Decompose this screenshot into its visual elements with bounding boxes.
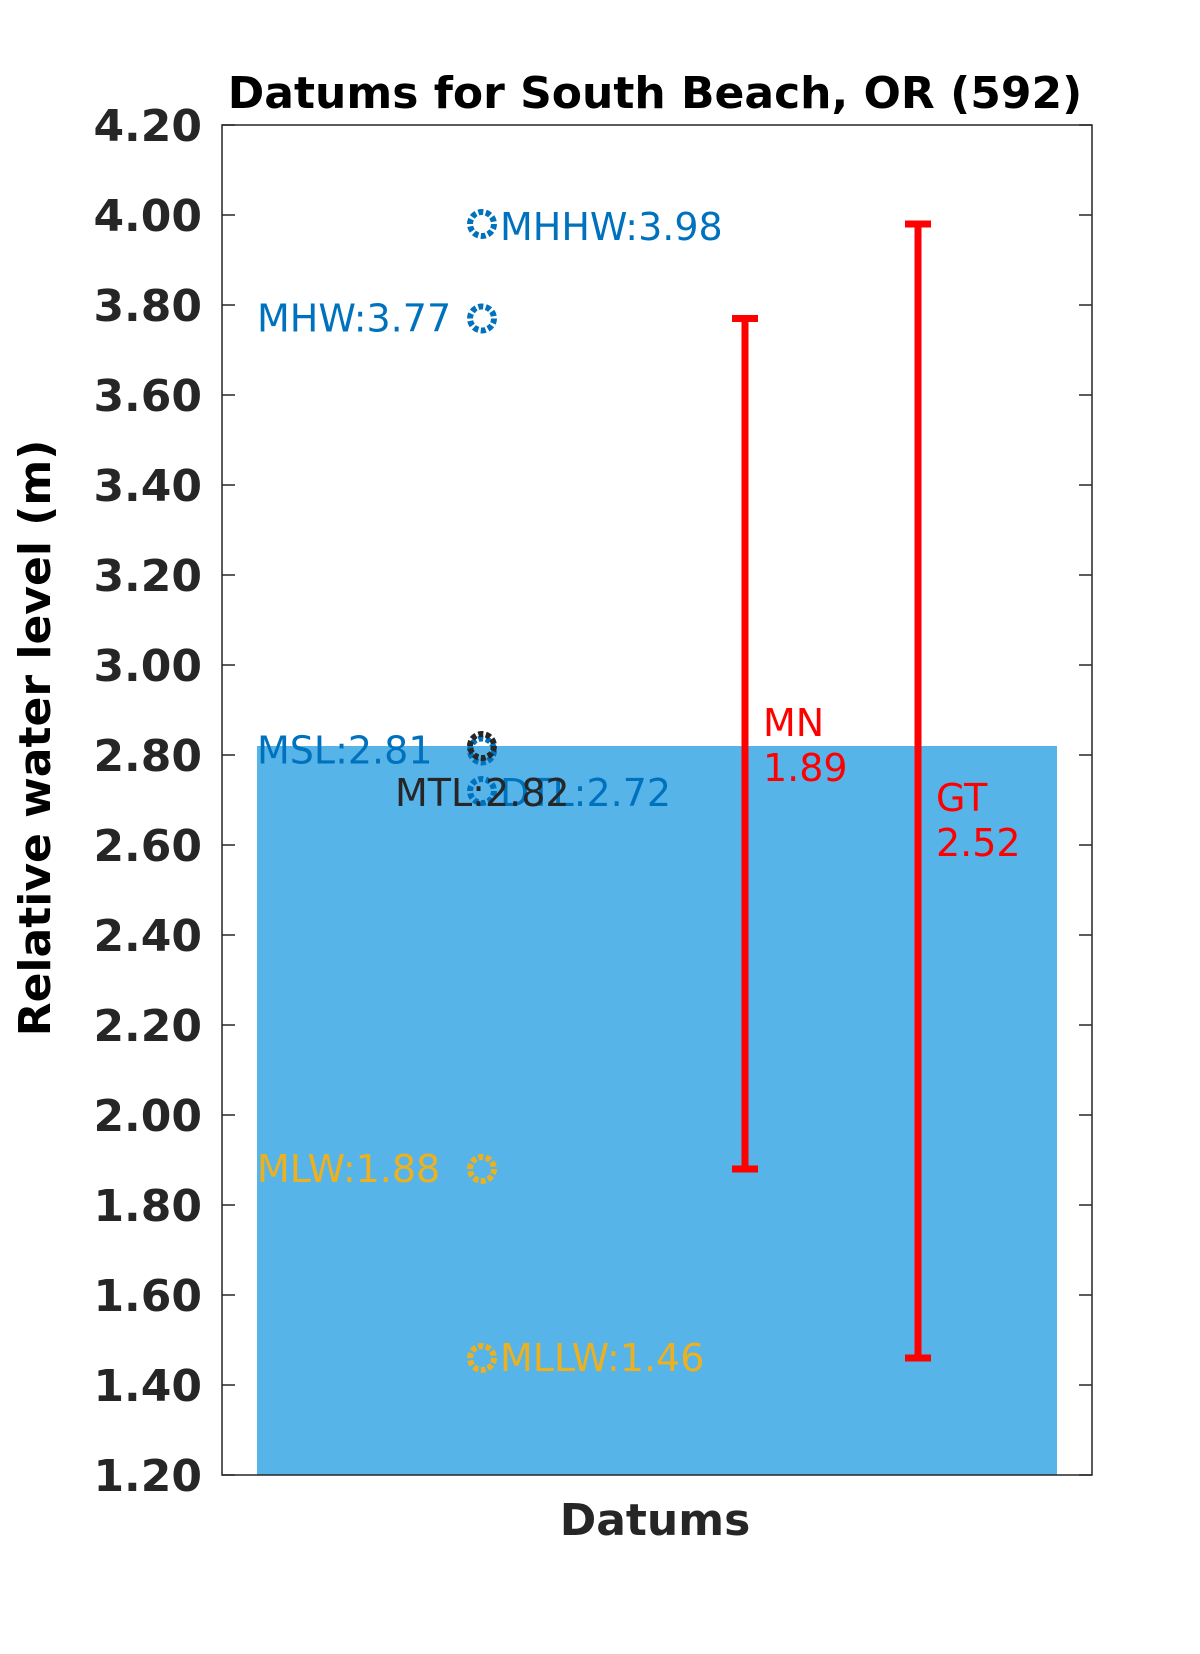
range-bars-layer: MN1.89 GT2.52 [732, 220, 1021, 1362]
y-tick-label: 1.40 [93, 1361, 202, 1412]
y-tick-label: 4.00 [93, 191, 202, 242]
plot-frame [221, 124, 1093, 1476]
datum-marker-mhw [467, 303, 497, 334]
y-tick-label: 2.60 [93, 821, 202, 872]
y-tick-label: 3.40 [93, 461, 202, 512]
y-axis-label: Relative water level (m) [10, 440, 61, 1037]
datum-label-mhhw: MHHW:3.98 [500, 205, 723, 249]
datum-markers-layer: MHHW:3.98 MHW:3.77 MSL:2.81 DTL:2.72 MLW:1.8… [257, 205, 723, 1380]
datum-label-mlw: MLW:1.88 [257, 1147, 440, 1191]
datum-marker-dtl [467, 776, 497, 806]
background-bar [257, 746, 1057, 1475]
datum-marker-mhhw [467, 209, 497, 239]
y-tick-label: 2.40 [93, 911, 202, 962]
y-tick-label: 1.80 [93, 1181, 202, 1232]
datum-marker-mtl [467, 731, 497, 761]
datum-marker-mlw [467, 1154, 497, 1184]
range-name-label: GT [936, 776, 988, 820]
y-tick-label: 2.80 [93, 731, 202, 782]
datum-label-msl: MSL:2.81 [257, 729, 433, 773]
y-tick-label: 2.20 [93, 1001, 202, 1052]
y-tick-label: 3.20 [93, 551, 202, 602]
datum-label-mllw: MLLW:1.46 [500, 1336, 704, 1380]
y-tick-label: 1.20 [93, 1451, 202, 1502]
y-tick-label: 4.20 [93, 101, 202, 152]
range-value-label: 2.52 [936, 821, 1021, 865]
x-axis-label: Datums [560, 1495, 751, 1546]
range-name-label: MN [763, 701, 824, 745]
chart-title: Datums for South Beach, OR (592) [228, 68, 1082, 119]
y-tick-label: 1.60 [93, 1271, 202, 1322]
background-bar-layer [257, 746, 1057, 1475]
datum-marker-mllw [467, 1343, 497, 1373]
datum-label-dtl: DTL:2.72 [500, 771, 671, 815]
datum-label-mhw: MHW:3.77 [257, 297, 451, 341]
range-value-label: 1.89 [763, 746, 848, 790]
y-tick-label: 2.00 [93, 1091, 202, 1142]
axes-layer: 1.20 1.40 1.60 1.80 2.00 2.20 2.40 2.60 2.80 3.00… [93, 101, 1093, 1502]
datum-label-mtl: MTL:2.82 [395, 771, 570, 815]
y-tick-label: 3.60 [93, 371, 202, 422]
y-tick-label: 3.80 [93, 281, 202, 332]
y-tick-label: 3.00 [93, 641, 202, 692]
